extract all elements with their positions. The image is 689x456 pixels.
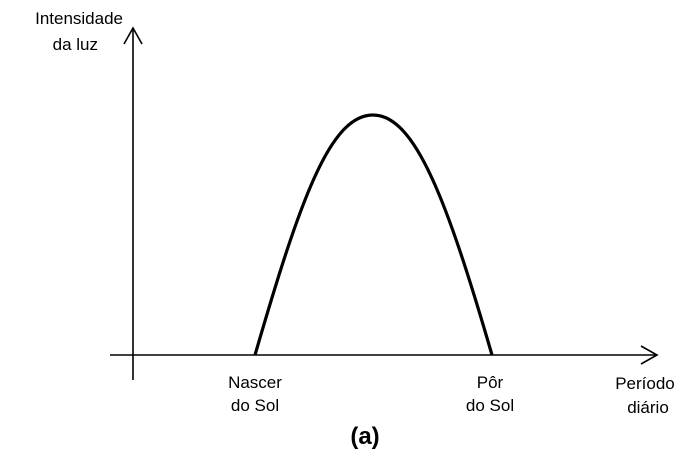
x-axis-arrow [640,345,659,365]
y-label-line: Intensidade [35,9,123,28]
x-label-line: Período [615,374,675,393]
y-label-line: da luz [53,35,98,54]
marker-label: Pôr [477,373,504,392]
axes [110,26,659,380]
marker-label: do Sol [231,396,279,415]
x-label-line: diário [627,398,669,417]
marker-label: Nascer [228,373,282,392]
light-curve [253,113,494,356]
y-axis-arrow [123,26,143,45]
marker-label: do Sol [466,396,514,415]
caption: (a) [350,423,379,450]
